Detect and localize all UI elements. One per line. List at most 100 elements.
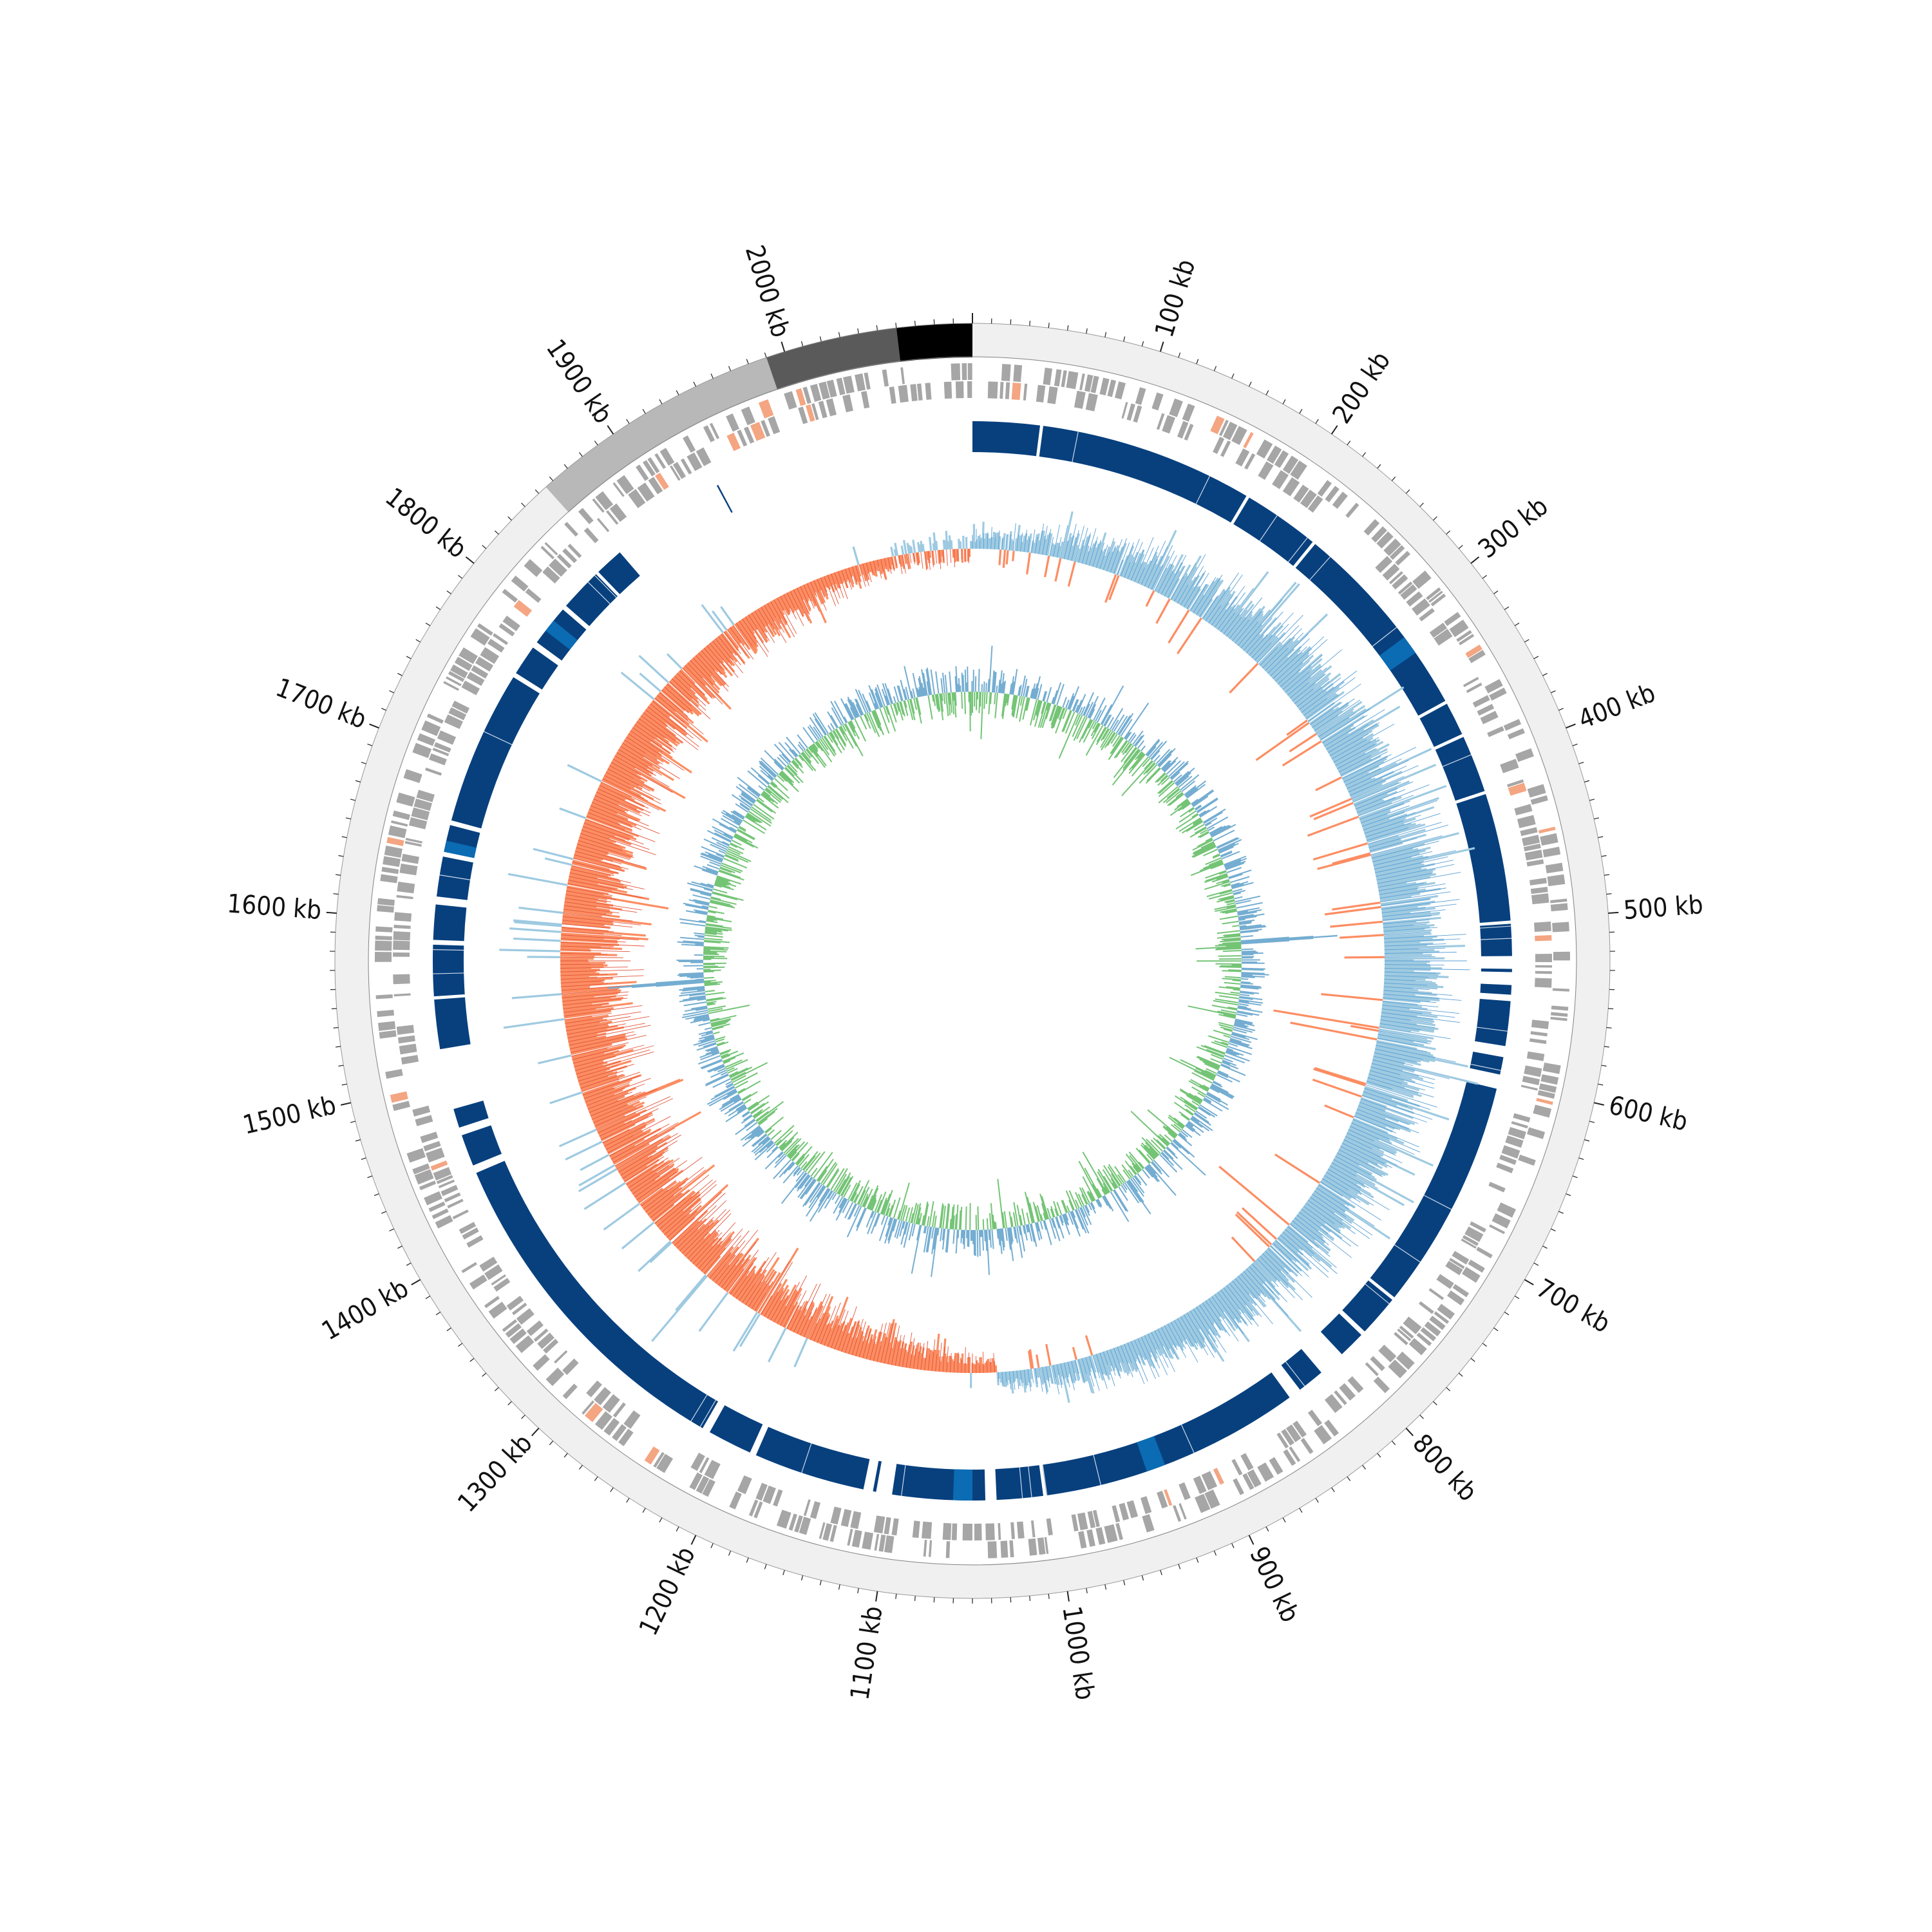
gc-content-positive bbox=[1030, 683, 1036, 699]
gc-skew-positive bbox=[1379, 888, 1426, 898]
gc-skew-negative bbox=[710, 1246, 739, 1281]
gc-content-positive bbox=[755, 1130, 764, 1137]
gc-content-negative bbox=[873, 710, 884, 735]
block-separator bbox=[449, 1084, 480, 1094]
gc-content-positive bbox=[750, 1128, 763, 1139]
gc-skew-negative bbox=[592, 1101, 641, 1122]
gc-skew-outline bbox=[895, 556, 898, 567]
gc-skew-positive bbox=[1267, 1247, 1298, 1277]
gc-skew-outline bbox=[1177, 554, 1206, 604]
gc-skew-positive bbox=[1092, 542, 1103, 567]
gene-feature bbox=[1324, 1419, 1340, 1437]
gc-skew-positive bbox=[1278, 1236, 1310, 1265]
gc-content-positive bbox=[766, 1143, 776, 1153]
gc-skew-positive bbox=[1244, 633, 1261, 652]
gene-feature bbox=[1533, 922, 1551, 933]
gc-skew-negative bbox=[864, 562, 870, 574]
gene-feature bbox=[404, 840, 422, 847]
tick-label: 1300 kb bbox=[452, 1428, 538, 1518]
gc-content-negative bbox=[705, 992, 725, 996]
gc-content-positive bbox=[1010, 1227, 1014, 1242]
minor-tick bbox=[1551, 1228, 1556, 1232]
gc-skew-positive bbox=[1306, 1200, 1345, 1229]
gc-skew-outline bbox=[1299, 1211, 1334, 1239]
gc-skew-outline bbox=[820, 577, 828, 596]
gc-skew-negative bbox=[674, 1220, 703, 1248]
gc-content-negative bbox=[1200, 1071, 1215, 1079]
minor-tick bbox=[1331, 1487, 1335, 1492]
gc-content-positive bbox=[740, 793, 755, 804]
gc-content-negative bbox=[1037, 701, 1046, 728]
gc-content-positive bbox=[1008, 1227, 1014, 1262]
gc-content-positive bbox=[740, 1125, 761, 1141]
gc-content-positive bbox=[999, 1228, 1003, 1242]
gc-content-positive bbox=[856, 1208, 866, 1227]
gc-content-negative bbox=[890, 704, 897, 723]
gc-content-positive bbox=[1212, 1081, 1223, 1088]
gc-content-positive bbox=[1030, 1223, 1037, 1247]
gc-skew-outline bbox=[609, 765, 655, 790]
gc-skew-positive bbox=[1283, 1229, 1321, 1262]
block-separator bbox=[690, 1394, 708, 1422]
gc-skew-positive bbox=[1340, 1146, 1383, 1170]
gc-skew-outline bbox=[1226, 609, 1247, 637]
gc-skew-outline bbox=[1312, 698, 1355, 728]
gc-skew-negative bbox=[655, 1191, 696, 1226]
gc-content-negative bbox=[1128, 1170, 1134, 1177]
gc-skew-positive bbox=[1383, 984, 1438, 990]
gc-skew-outline bbox=[869, 561, 873, 573]
gc-content-positive bbox=[689, 993, 706, 997]
gc-skew-negative bbox=[603, 775, 632, 791]
gc-content-positive bbox=[1150, 1161, 1162, 1175]
gc-skew-negative bbox=[560, 977, 613, 982]
gc-content-negative bbox=[1021, 1208, 1026, 1226]
gc-content-positive bbox=[735, 786, 757, 802]
gene-feature bbox=[506, 1295, 524, 1311]
gc-skew-negative bbox=[560, 972, 600, 976]
gc-content-positive bbox=[908, 1223, 914, 1240]
gc-content-negative bbox=[1110, 734, 1118, 744]
gc-skew-negative bbox=[961, 1353, 964, 1373]
gc-skew-outline bbox=[654, 697, 685, 723]
gc-skew-negative bbox=[896, 1348, 902, 1367]
gene-feature bbox=[612, 1402, 626, 1418]
gc-content-negative bbox=[1006, 694, 1009, 703]
gc-content-negative bbox=[705, 927, 728, 932]
gc-content-negative bbox=[770, 782, 776, 788]
gc-skew-negative bbox=[788, 591, 799, 610]
gc-skew-positive bbox=[1227, 616, 1247, 639]
gc-content-negative bbox=[712, 888, 728, 894]
gc-skew-outline bbox=[564, 901, 638, 913]
gc-content-positive bbox=[949, 671, 952, 693]
gc-content-negative bbox=[837, 1172, 851, 1195]
major-tick bbox=[1593, 1102, 1605, 1106]
gc-skew-positive bbox=[1002, 533, 1006, 550]
gc-content-positive bbox=[809, 1189, 831, 1222]
gc-content-positive bbox=[922, 672, 928, 696]
gene-feature bbox=[375, 935, 392, 941]
gc-skew-negative bbox=[765, 1287, 784, 1318]
gc-skew-positive bbox=[1233, 1278, 1258, 1306]
gc-skew-outline bbox=[745, 616, 769, 652]
gc-skew-positive bbox=[1061, 1363, 1066, 1379]
gc-content-negative bbox=[1179, 810, 1197, 823]
gc-skew-positive bbox=[565, 1141, 603, 1160]
gc-content-positive bbox=[1188, 1121, 1204, 1133]
gc-skew-positive bbox=[1133, 1340, 1146, 1366]
gc-skew-positive bbox=[1155, 1329, 1172, 1359]
gc-skew-outline bbox=[1381, 904, 1457, 913]
gc-skew-negative bbox=[564, 1015, 592, 1022]
gene-feature bbox=[648, 477, 663, 495]
gc-skew-outline bbox=[1229, 597, 1263, 639]
gc-skew-positive bbox=[567, 764, 602, 782]
gc-content-negative bbox=[1193, 818, 1202, 824]
gc-content-positive bbox=[1124, 732, 1130, 740]
gc-skew-negative bbox=[575, 848, 647, 871]
gc-skew-negative bbox=[745, 1281, 762, 1306]
gc-content-negative bbox=[1192, 846, 1217, 858]
gc-skew-negative bbox=[566, 887, 604, 896]
gc-content-negative bbox=[709, 901, 735, 909]
gc-skew-negative bbox=[1236, 1211, 1273, 1245]
gc-content-positive bbox=[721, 811, 741, 824]
gene-feature bbox=[469, 1274, 488, 1290]
